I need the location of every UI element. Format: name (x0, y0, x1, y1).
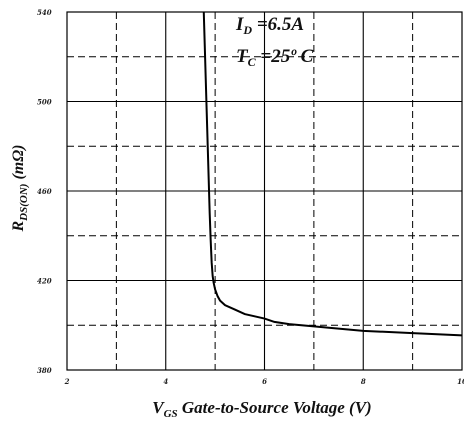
y-axis-title: RDS(ON) (mΩ) (10, 145, 30, 233)
annotation-drain-current: ID =6.5A (235, 14, 304, 37)
x-tick-label: 2 (64, 377, 70, 386)
x-tick-labels: 2 4 6 8 10 (64, 377, 464, 386)
x-tick-label: 8 (361, 377, 366, 386)
grid (67, 12, 462, 370)
series-line (202, 11, 463, 337)
x-axis-title: VGS Gate-to-Source Voltage (V) (152, 398, 371, 420)
y-tick-label: 540 (37, 8, 52, 17)
y-tick-label: 500 (37, 98, 52, 107)
x-tick-label: 10 (457, 377, 464, 386)
y-tick-labels: 380 420 460 500 540 (37, 8, 52, 375)
annotation-case-temperature: TC =25º C (236, 46, 314, 69)
x-tick-label: 4 (163, 377, 168, 386)
y-tick-label: 460 (37, 187, 52, 196)
x-tick-label: 6 (262, 377, 267, 386)
plot-frame (66, 11, 463, 371)
y-tick-label: 380 (37, 366, 52, 375)
y-tick-label: 420 (37, 277, 52, 286)
